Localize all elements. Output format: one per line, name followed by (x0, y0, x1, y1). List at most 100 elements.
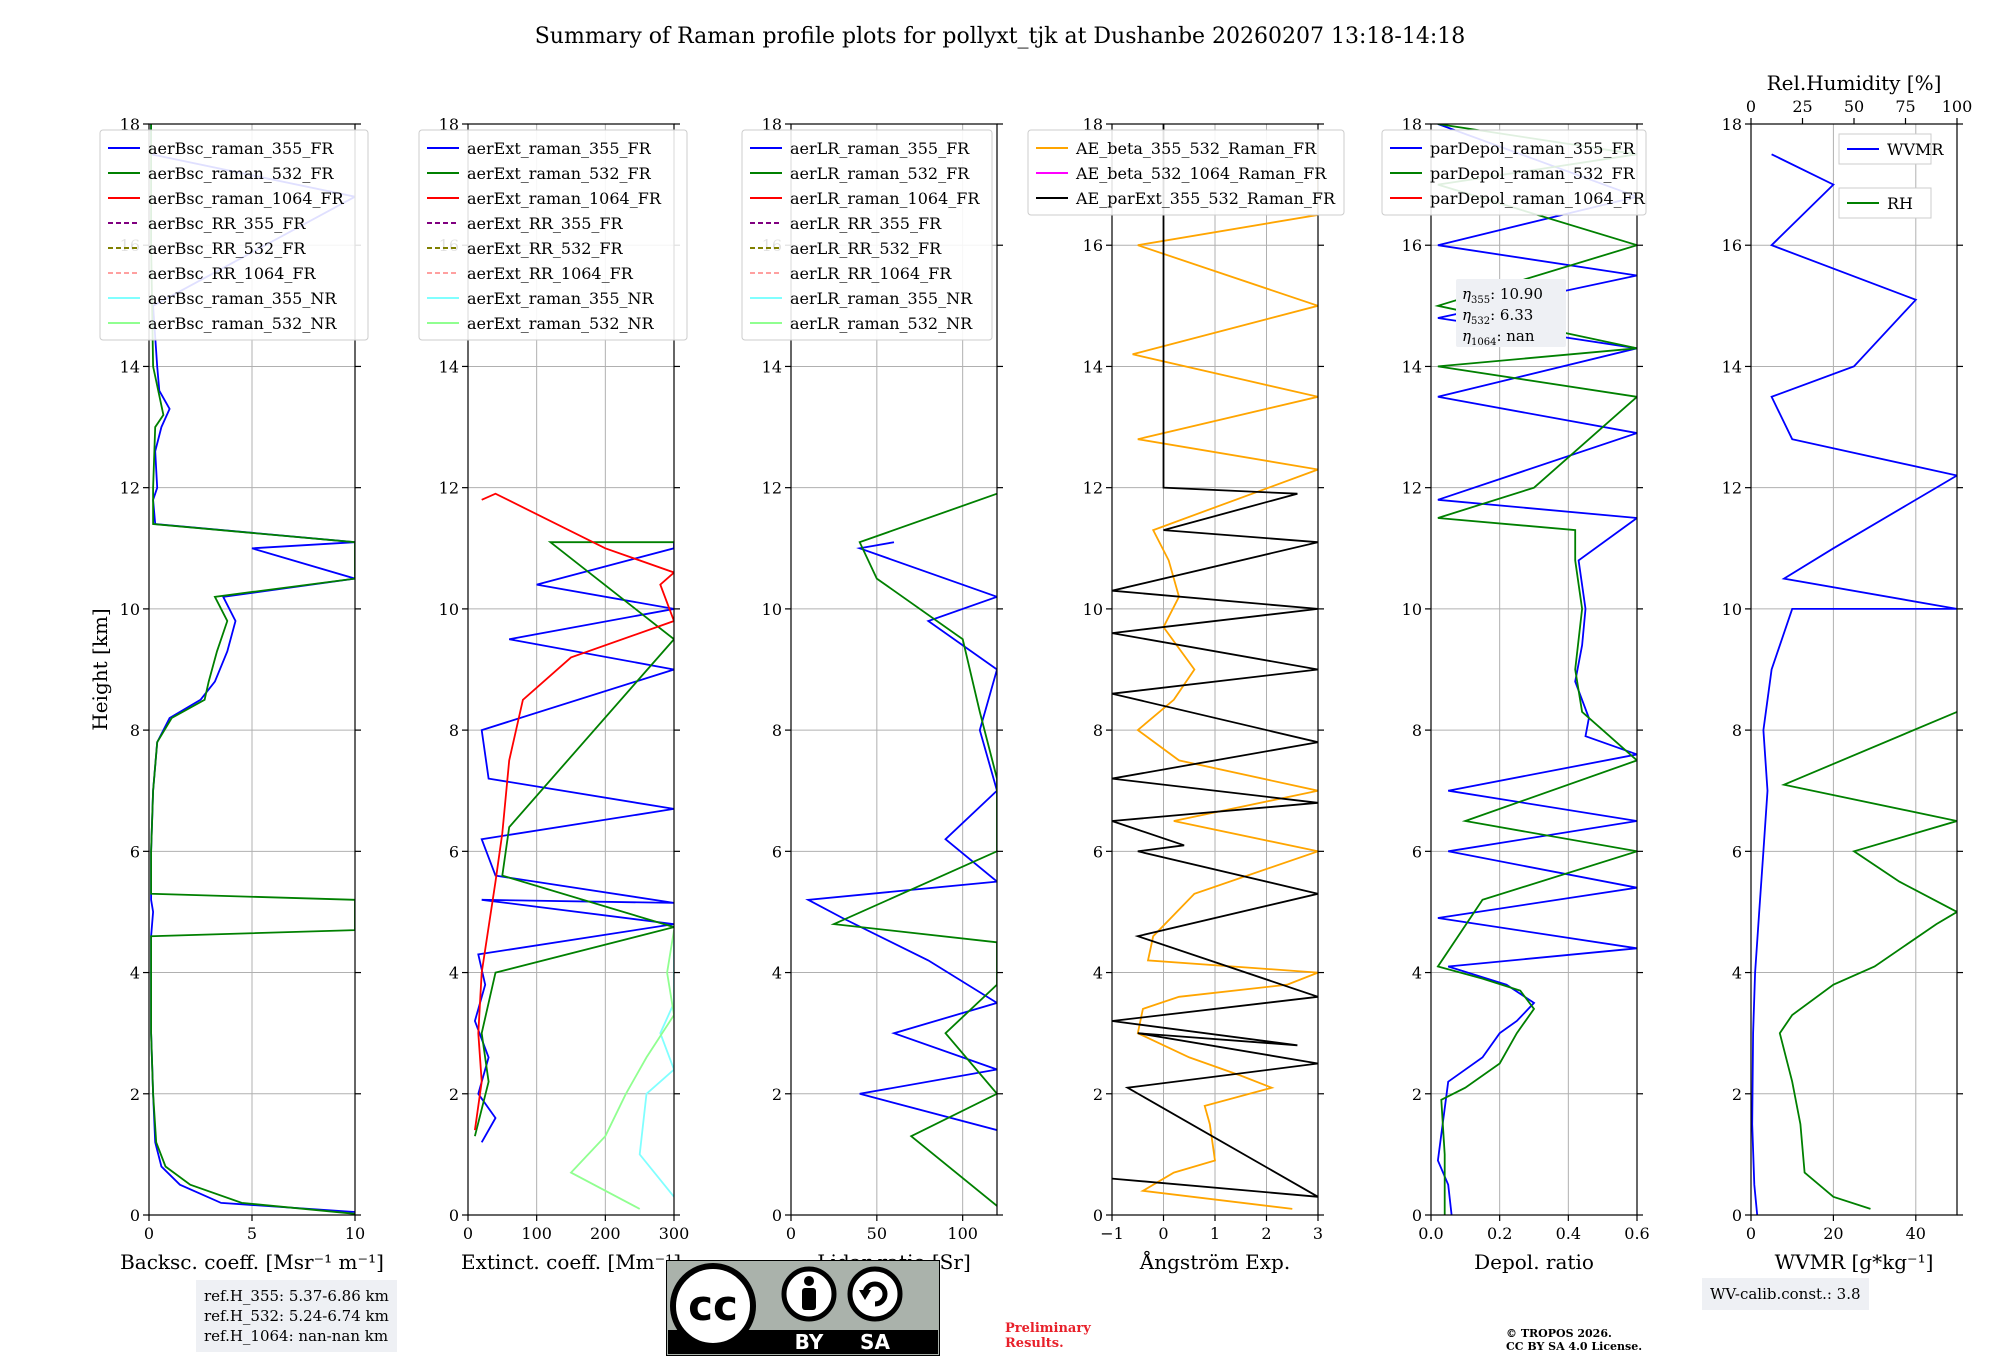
p3-ytick-label: 2 (772, 1085, 782, 1104)
p2-xlabel: Extinct. coeff. [Mm⁻¹] (461, 1250, 681, 1274)
p2-ytick-label: 4 (449, 964, 459, 983)
p6-ytick-label: 16 (1722, 236, 1742, 255)
p1-ytick-label: 6 (130, 842, 140, 861)
p1-ytick-label: 10 (120, 600, 140, 619)
p1-xlabel: Backsc. coeff. [Msr⁻¹ m⁻¹] (120, 1250, 384, 1274)
p3-ytick-label: 12 (762, 479, 782, 498)
p6-axes-frame (1750, 123, 1958, 1216)
p1-ylabel: Height [km] (88, 608, 112, 730)
p4-xtick-label: 1 (1210, 1224, 1220, 1243)
p5-xlabel: Depol. ratio (1474, 1250, 1594, 1274)
p2-ytick-label: 12 (439, 479, 459, 498)
p6-ytick-label: 10 (1722, 600, 1742, 619)
preliminary-line-2: Results. (1005, 1336, 1064, 1351)
ref-height-1064: ref.H_1064: nan-nan km (204, 1327, 389, 1345)
reference-height-box: ref.H_355: 5.37-6.86 km ref.H_532: 5.24-… (196, 1280, 397, 1352)
p5-eta-box (1456, 279, 1566, 347)
p5-ytick-label: 4 (1412, 964, 1422, 983)
p3-ytick-label: 18 (762, 115, 782, 134)
p5-series-parDepol_raman_532_FR (1434, 124, 1637, 1215)
p1-ytick-label: 4 (130, 964, 140, 983)
p5-ytick-label: 16 (1402, 236, 1422, 255)
p6-ytick-label: 14 (1722, 357, 1742, 376)
p2-axes-frame (467, 123, 675, 1216)
p2-xtick-label: 200 (590, 1224, 621, 1243)
p6-x2tick-label: 25 (1792, 97, 1812, 116)
p4-ytick-label: 2 (1093, 1085, 1103, 1104)
p2-legend-label: aerExt_raman_1064_FR (467, 189, 662, 208)
p3-axes-frame (790, 123, 998, 1216)
p6-ytick-label: 18 (1722, 115, 1742, 134)
p6-xtick-label: 20 (1823, 1224, 1843, 1243)
p5-ytick-label: 14 (1402, 357, 1422, 376)
p4-ytick-label: 10 (1083, 600, 1103, 619)
p1-legend-label: aerBsc_raman_1064_FR (148, 189, 345, 208)
p1-ytick-label: 14 (120, 357, 140, 376)
p4-ytick-label: 0 (1093, 1206, 1103, 1225)
p6-x2tick-label: 0 (1746, 97, 1756, 116)
p3-ytick-label: 0 (772, 1206, 782, 1225)
p5-ytick-label: 2 (1412, 1085, 1422, 1104)
p4-xtick-label: 0 (1158, 1224, 1168, 1243)
p4-legend-box (1027, 129, 1345, 216)
p4-ytick-label: 4 (1093, 964, 1103, 983)
p5-eta-532: η532: 6.33 (1462, 306, 1533, 327)
p5-legend-label: parDepol_raman_1064_FR (1430, 189, 1646, 208)
p4-ytick-label: 6 (1093, 842, 1103, 861)
p3-legend-label: aerLR_raman_355_FR (790, 139, 970, 158)
p6-ytick-label: 2 (1732, 1085, 1742, 1104)
preliminary-line-1: Preliminary (1005, 1321, 1091, 1336)
preliminary-results-note: Preliminary Results. (1005, 1321, 1091, 1351)
p3-xtick-label: 50 (867, 1224, 887, 1243)
p3-legend-label: aerLR_RR_355_FR (790, 214, 942, 233)
wv-calibration-constant: WV-calib.const.: 3.8 (1710, 1285, 1861, 1303)
p6-x2tick-label: 50 (1844, 97, 1864, 116)
p2-series-aerExt_raman_532_NR (569, 929, 674, 1210)
cc-by-sa-logo: cc BY SA (666, 1260, 940, 1356)
p1-ytick-label: 18 (120, 115, 140, 134)
p1-ytick-label: 2 (130, 1085, 140, 1104)
p3-legend-label: aerLR_RR_1064_FR (790, 264, 952, 283)
by-icon (781, 1266, 837, 1322)
p2-ytick-label: 18 (439, 115, 459, 134)
p5-xtick-label: 0.6 (1624, 1224, 1649, 1243)
panel-3: 024681012141618050100Lidar ratio [Sr]aer… (741, 115, 1003, 1274)
copyright-note: © TROPOS 2026. CC BY SA 4.0 License. (1506, 1327, 1642, 1353)
p6-legend-box (1838, 187, 1932, 219)
p4-legend-label: AE_parExt_355_532_Raman_FR (1075, 189, 1336, 208)
p2-ytick-label: 14 (439, 357, 459, 376)
p1-legend-label: aerBsc_RR_532_FR (148, 239, 306, 258)
p2-legend-label: aerExt_RR_1064_FR (467, 264, 634, 283)
p5-legend-label: parDepol_raman_355_FR (1430, 139, 1636, 158)
p3-legend-label: aerLR_raman_1064_FR (790, 189, 980, 208)
p1-ytick-label: 0 (130, 1206, 140, 1225)
p2-ytick-label: 6 (449, 842, 459, 861)
p6-legend-label: RH (1887, 194, 1913, 213)
p4-ytick-label: 12 (1083, 479, 1103, 498)
p4-ytick-label: 16 (1083, 236, 1103, 255)
p2-legend-label: aerExt_RR_532_FR (467, 239, 624, 258)
p4-legend-label: AE_beta_355_532_Raman_FR (1075, 139, 1317, 158)
p1-ytick-label: 8 (130, 721, 140, 740)
p1-legend-label: aerBsc_raman_532_NR (148, 314, 337, 333)
p3-xtick-label: 100 (947, 1224, 978, 1243)
panel-5: 0 2 4 6 8 10 12 14 16 18 0.0 0.2 0.4 0.6 Depol. ratio p… (1381, 115, 1650, 1274)
copyright-line-1: © TROPOS 2026. (1506, 1327, 1612, 1340)
p6-x2label: Rel.Humidity [%] (1767, 71, 1942, 95)
p6-series-RH (1778, 711, 1957, 1210)
p2-legend-label: aerExt_raman_532_FR (467, 164, 652, 183)
p2-legend-label: aerExt_raman_355_FR (467, 139, 652, 158)
p5-legend-label: parDepol_raman_532_FR (1430, 164, 1636, 183)
p4-xtick-label: 2 (1261, 1224, 1271, 1243)
p1-xtick-label: 5 (247, 1224, 257, 1243)
p1-legend-box (99, 129, 369, 341)
p5-ytick-label: 0 (1412, 1206, 1422, 1225)
p6-series-WVMR (1751, 153, 1957, 1215)
p2-ytick-label: 2 (449, 1085, 459, 1104)
wv-calibration-box: WV-calib.const.: 3.8 (1702, 1278, 1869, 1310)
p4-xlabel: Ångström Exp. (1139, 1249, 1290, 1274)
p4-series-AE_parExt_355_532_Raman_FR (1112, 124, 1318, 1198)
ref-height-532: ref.H_532: 5.24-6.74 km (204, 1307, 389, 1325)
p3-legend-box (741, 129, 993, 341)
